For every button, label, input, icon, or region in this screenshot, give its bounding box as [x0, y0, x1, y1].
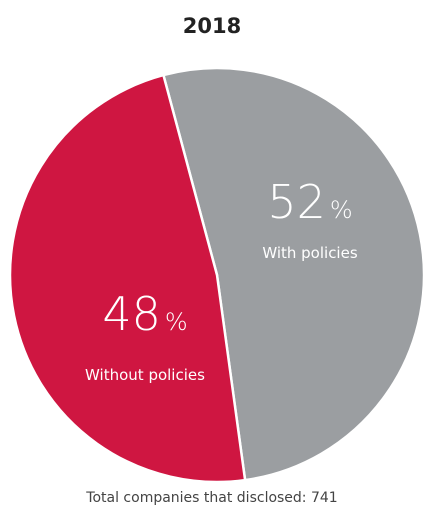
pie-slice-label: Without policies [85, 366, 205, 384]
chart-title: 2018 [182, 14, 242, 38]
pie-slice-without-policies [8, 73, 247, 484]
pie-labels: 52 % With policies 48 % Without policies [85, 175, 358, 384]
pie-slice-value: 52% [267, 175, 352, 229]
pie-slice-value: 48% [102, 287, 187, 341]
pie-slice-with-policies [161, 66, 424, 482]
pie-slices [8, 66, 424, 484]
pie-slice-label: With policies [262, 244, 358, 262]
chart-footnote: Total companies that disclosed: 741 [86, 490, 338, 506]
